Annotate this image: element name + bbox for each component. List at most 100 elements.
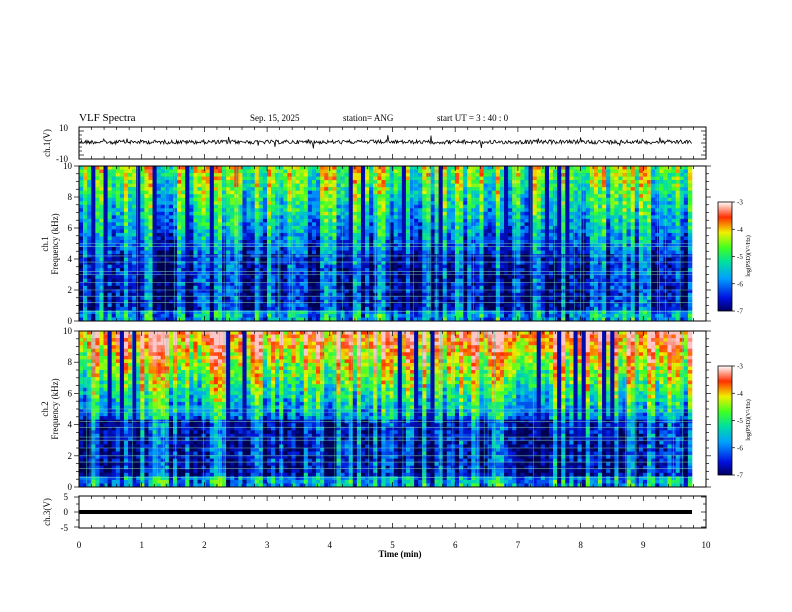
spectrogram-cell bbox=[266, 173, 272, 177]
spectrogram-cell bbox=[479, 173, 484, 177]
spectrogram-cell bbox=[279, 285, 284, 290]
spectrogram-cell bbox=[205, 236, 211, 241]
spectrogram-cell bbox=[508, 218, 513, 223]
spectrogram-cell bbox=[356, 190, 362, 195]
spectrogram-cell bbox=[397, 232, 403, 237]
spectrogram-cell bbox=[275, 190, 280, 195]
spectrogram-cell bbox=[185, 225, 190, 230]
spectrogram-cell bbox=[369, 208, 374, 213]
spectrogram-cell bbox=[418, 271, 423, 276]
spectrogram-cell bbox=[242, 299, 247, 304]
spectrogram-cell bbox=[393, 166, 399, 170]
spectrogram-cell bbox=[438, 190, 444, 195]
spectrogram-cell bbox=[397, 243, 403, 248]
spectrogram-cell bbox=[164, 197, 170, 202]
spectrogram-cell bbox=[250, 215, 256, 220]
spectrogram-cell bbox=[373, 243, 378, 248]
spectrogram-cell bbox=[254, 264, 260, 269]
spectrogram-cell bbox=[217, 310, 223, 315]
spectrogram-cell bbox=[508, 268, 513, 272]
spectrogram-cell bbox=[209, 197, 215, 202]
spectrogram-cell bbox=[454, 289, 460, 294]
spectrogram-cell bbox=[397, 296, 403, 301]
spectrogram-cell bbox=[197, 218, 202, 223]
spectrogram-cell bbox=[459, 173, 464, 177]
spectrogram-cell bbox=[307, 296, 313, 301]
spectrogram-cell bbox=[336, 204, 341, 209]
spectrogram-cell bbox=[185, 306, 190, 311]
spectrogram-cell bbox=[450, 264, 456, 269]
spectrogram-cell bbox=[197, 201, 202, 206]
spectrogram-cell bbox=[230, 173, 235, 177]
spectrogram-cell bbox=[181, 271, 186, 276]
spectrogram-cell bbox=[483, 285, 488, 290]
spectrogram-cell bbox=[291, 306, 296, 311]
spectrogram-cell bbox=[365, 264, 370, 269]
spectrogram-cell bbox=[520, 271, 525, 276]
spectrogram-cell bbox=[152, 285, 157, 290]
spectrogram-cell bbox=[516, 278, 521, 283]
spectrogram-cell bbox=[491, 197, 497, 202]
spectrogram-cell bbox=[119, 317, 125, 322]
spectrogram-cell bbox=[348, 166, 354, 170]
spectrogram-cell bbox=[226, 289, 231, 294]
spectrogram-cell bbox=[438, 264, 444, 269]
spectrogram-cell bbox=[389, 257, 394, 262]
spectrogram-cell bbox=[160, 282, 166, 287]
spectrogram-cell bbox=[311, 282, 317, 287]
spectrogram-cell bbox=[324, 229, 329, 234]
spectrogram-cell bbox=[160, 194, 166, 198]
spectrogram-cell bbox=[160, 275, 166, 280]
spectrogram-cell bbox=[254, 296, 260, 301]
spectrogram-cell bbox=[177, 250, 182, 255]
spectrogram-cell bbox=[356, 197, 362, 202]
spectrogram-cell bbox=[303, 211, 309, 216]
spectrogram-cell bbox=[83, 232, 88, 237]
spectrogram-cell bbox=[307, 278, 313, 283]
spectrogram-cell bbox=[332, 268, 337, 272]
spectrogram-cell bbox=[164, 208, 170, 213]
spectrogram-cell bbox=[418, 257, 423, 262]
spectrogram-cell bbox=[405, 180, 411, 184]
spectrogram-cell bbox=[524, 239, 529, 244]
spectrogram-cell bbox=[193, 197, 198, 202]
spectrogram-cell bbox=[508, 169, 513, 174]
spectrogram-cell bbox=[336, 173, 341, 177]
spectrogram-cell bbox=[226, 275, 231, 280]
spectrogram-cell bbox=[262, 173, 268, 177]
spectrogram-cell bbox=[516, 180, 521, 184]
spectrogram-cell bbox=[520, 232, 525, 237]
spectrogram-cell bbox=[442, 180, 448, 184]
spectrogram-cell bbox=[348, 215, 354, 220]
spectrogram-cell bbox=[262, 243, 268, 248]
spectrogram-cell bbox=[250, 278, 256, 283]
spectrogram-cell bbox=[495, 299, 501, 304]
spectrogram-cell bbox=[381, 229, 386, 234]
spectrogram-cell bbox=[189, 222, 194, 227]
spectrogram-cell bbox=[414, 208, 419, 213]
spectrogram-cell bbox=[459, 211, 464, 216]
spectrogram-cell bbox=[426, 285, 431, 290]
spectrogram-cell bbox=[508, 310, 513, 315]
spectrogram-cell bbox=[434, 303, 439, 308]
spectrogram-cell bbox=[311, 264, 317, 269]
spectrogram-cell bbox=[164, 264, 170, 269]
spectrogram-cell bbox=[279, 173, 284, 177]
spectrogram-cell bbox=[246, 268, 251, 272]
spectrogram-cell bbox=[442, 282, 448, 287]
spectrogram-cell bbox=[160, 306, 166, 311]
spectrogram-cell bbox=[242, 180, 247, 184]
spectrogram-cell bbox=[397, 197, 403, 202]
spectrogram-cell bbox=[348, 204, 354, 209]
spectrogram-cell bbox=[128, 169, 133, 174]
spectrogram-cell bbox=[352, 173, 358, 177]
spectrogram-cell bbox=[217, 250, 223, 255]
spectrogram-cell bbox=[491, 222, 497, 227]
spectrogram-cell bbox=[197, 190, 202, 195]
spectrogram-cell bbox=[258, 306, 264, 311]
spectrogram-cell bbox=[128, 306, 133, 311]
spectrogram-cell bbox=[356, 296, 362, 301]
spectrogram-cell bbox=[393, 225, 399, 230]
spectrogram-cell bbox=[140, 208, 145, 213]
spectrogram-cell bbox=[83, 166, 88, 170]
